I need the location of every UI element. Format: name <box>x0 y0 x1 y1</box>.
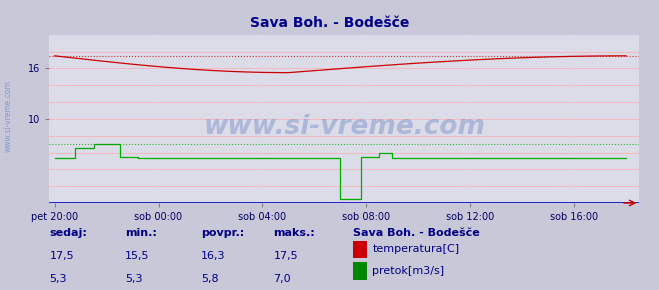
Text: 7,0: 7,0 <box>273 274 291 284</box>
Text: www.si-vreme.com: www.si-vreme.com <box>3 80 13 152</box>
Text: maks.:: maks.: <box>273 228 315 238</box>
Text: Sava Boh. - Bodešče: Sava Boh. - Bodešče <box>353 228 479 238</box>
Text: www.si-vreme.com: www.si-vreme.com <box>204 114 485 140</box>
Text: pretok[m3/s]: pretok[m3/s] <box>372 266 444 276</box>
Text: 16,3: 16,3 <box>201 251 225 261</box>
Text: temperatura[C]: temperatura[C] <box>372 244 459 254</box>
Text: 15,5: 15,5 <box>125 251 150 261</box>
Text: 17,5: 17,5 <box>273 251 298 261</box>
Text: povpr.:: povpr.: <box>201 228 244 238</box>
Text: 5,3: 5,3 <box>125 274 143 284</box>
Text: Sava Boh. - Bodešče: Sava Boh. - Bodešče <box>250 16 409 30</box>
Text: 5,3: 5,3 <box>49 274 67 284</box>
Text: 5,8: 5,8 <box>201 274 219 284</box>
Text: min.:: min.: <box>125 228 157 238</box>
Text: sedaj:: sedaj: <box>49 228 87 238</box>
Text: 17,5: 17,5 <box>49 251 74 261</box>
